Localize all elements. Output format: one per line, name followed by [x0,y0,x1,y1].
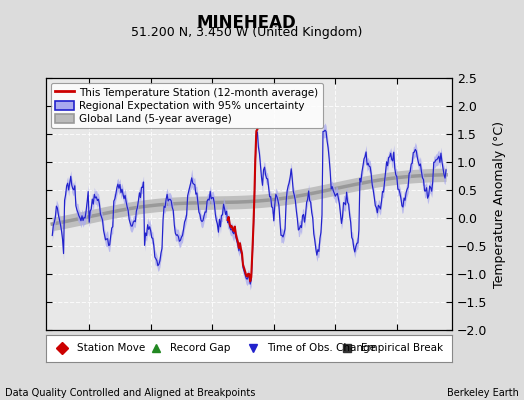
Text: Time of Obs. Change: Time of Obs. Change [267,343,376,353]
Text: Record Gap: Record Gap [170,343,231,353]
Legend: This Temperature Station (12-month average), Regional Expectation with 95% uncer: This Temperature Station (12-month avera… [51,83,323,128]
Y-axis label: Temperature Anomaly (°C): Temperature Anomaly (°C) [493,120,506,288]
Text: 51.200 N, 3.450 W (United Kingdom): 51.200 N, 3.450 W (United Kingdom) [130,26,362,39]
Text: Data Quality Controlled and Aligned at Breakpoints: Data Quality Controlled and Aligned at B… [5,388,256,398]
Text: Station Move: Station Move [77,343,145,353]
Text: MINEHEAD: MINEHEAD [196,14,296,32]
Text: Empirical Break: Empirical Break [361,343,443,353]
Text: Berkeley Earth: Berkeley Earth [447,388,519,398]
